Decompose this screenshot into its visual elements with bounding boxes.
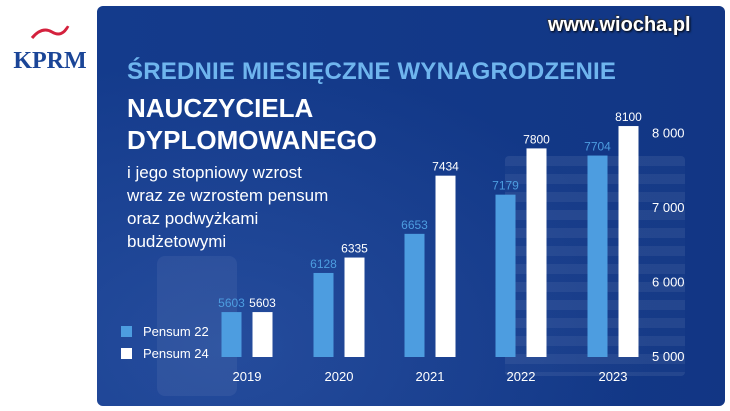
subheadline-line-3: oraz podwyżkami — [127, 209, 259, 228]
data-label-2023-pensum-22: 7704 — [584, 140, 611, 154]
y-tick-label-6000: 6 000 — [652, 275, 685, 290]
data-label-2019-pensum-22: 5603 — [218, 296, 245, 310]
flag-icon — [30, 24, 70, 39]
headline-line-3: DYPLOMOWANEGO — [127, 125, 377, 155]
legend-label-pensum-22: Pensum 22 — [143, 324, 209, 339]
data-label-2021-pensum-24: 7434 — [432, 160, 459, 174]
legend-item-pensum-22: Pensum 22 — [121, 324, 231, 340]
y-tick-label-5000: 5 000 — [652, 349, 685, 364]
subheadline-line-2: wraz ze wzrostem pensum — [127, 186, 329, 205]
legend-label-pensum-24: Pensum 24 — [143, 346, 209, 361]
headline-line-2: NAUCZYCIELA — [127, 93, 314, 123]
bar-2022-pensum-22 — [495, 194, 516, 357]
data-label-2023-pensum-24: 8100 — [615, 110, 642, 124]
kprm-logo: KPRM — [0, 0, 97, 100]
x-tick-label-2022: 2022 — [507, 369, 536, 384]
x-tick-label-2020: 2020 — [325, 369, 354, 384]
subheadline-line-1: i jego stopniowy wzrost — [127, 163, 302, 182]
bar-2022-pensum-24 — [526, 148, 547, 357]
bar-2020-pensum-24 — [344, 257, 365, 357]
data-label-2022-pensum-22: 7179 — [492, 179, 519, 193]
headline-line-1: ŚREDNIE MIESIĘCZNE WYNAGRODZENIE — [127, 58, 617, 85]
x-tick-label-2019: 2019 — [233, 369, 262, 384]
subheadline-line-4: budżetowymi — [127, 232, 227, 251]
legend-swatch-pensum-24 — [121, 348, 132, 359]
data-label-2020-pensum-24: 6335 — [341, 242, 368, 256]
x-tick-label-2021: 2021 — [416, 369, 445, 384]
bar-2019-pensum-22 — [221, 312, 242, 357]
data-label-2020-pensum-22: 6128 — [310, 257, 337, 271]
y-tick-label-8000: 8 000 — [652, 126, 685, 141]
bar-2021-pensum-22 — [404, 233, 425, 357]
data-label-2019-pensum-24: 5603 — [249, 296, 276, 310]
logo-text: KPRM — [13, 48, 87, 74]
legend-item-pensum-24: Pensum 24 — [121, 346, 231, 362]
bar-2023-pensum-22 — [587, 155, 608, 357]
bar-2019-pensum-24 — [252, 312, 273, 357]
legend-swatch-pensum-22 — [121, 326, 132, 337]
y-tick-label-7000: 7 000 — [652, 200, 685, 215]
watermark: www.wiocha.pl — [548, 14, 691, 36]
bar-2020-pensum-22 — [313, 272, 334, 357]
data-label-2021-pensum-22: 6653 — [401, 218, 428, 232]
bar-2023-pensum-24 — [618, 126, 639, 357]
x-tick-label-2023: 2023 — [599, 369, 628, 384]
data-label-2022-pensum-24: 7800 — [523, 132, 550, 146]
bar-2021-pensum-24 — [435, 175, 456, 357]
